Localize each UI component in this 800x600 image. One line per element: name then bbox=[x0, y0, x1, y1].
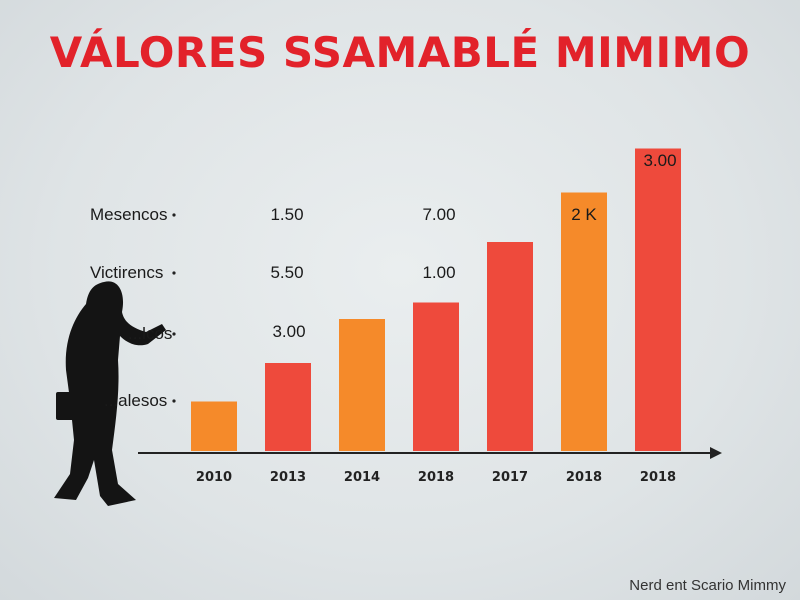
row-label: Mesencos bbox=[90, 205, 167, 224]
x-tick-label: 2018 bbox=[566, 470, 602, 485]
row-label: ...alesos bbox=[104, 391, 167, 410]
row-label: Victirencs bbox=[90, 263, 163, 282]
bar-0 bbox=[191, 401, 237, 451]
x-axis bbox=[138, 447, 722, 459]
bar-6 bbox=[635, 148, 681, 451]
annotation-label: 5.50 bbox=[270, 263, 303, 282]
x-tick-label: 2018 bbox=[418, 470, 454, 485]
bar-5 bbox=[561, 192, 607, 451]
chart-title: VÁLORES SSAMABLÉ MIMIMO bbox=[49, 28, 751, 77]
annotation-label: 7.00 bbox=[422, 205, 455, 224]
footer-caption: Nerd ent Scario Mimmy bbox=[629, 577, 786, 594]
x-tick-labels: 2010 2013 2014 2018 2017 2018 2018 bbox=[196, 470, 676, 485]
row-marker bbox=[172, 399, 176, 403]
bars-group bbox=[191, 148, 681, 451]
bar-4 bbox=[487, 242, 533, 451]
row-marker bbox=[172, 332, 176, 336]
x-tick-label: 2013 bbox=[270, 470, 306, 485]
x-tick-label: 2014 bbox=[344, 470, 380, 485]
annotations: 1.50 7.00 2 K 5.50 1.00 3.00 3.00 bbox=[270, 151, 676, 341]
axis-arrow-icon bbox=[710, 447, 722, 459]
row-label: ...lcos bbox=[128, 324, 172, 343]
row-marker bbox=[172, 271, 176, 275]
bar-2 bbox=[339, 319, 385, 451]
row-marker bbox=[172, 213, 176, 217]
person-silhouette bbox=[54, 281, 166, 506]
annotation-label: 2 K bbox=[571, 205, 597, 224]
bar-3 bbox=[413, 302, 459, 451]
row-labels: Mesencos Victirencs ...lcos ...alesos bbox=[90, 205, 176, 410]
x-tick-label: 2010 bbox=[196, 470, 232, 485]
annotation-label: 1.50 bbox=[270, 205, 303, 224]
x-tick-label: 2017 bbox=[492, 470, 528, 485]
annotation-label: 3.00 bbox=[272, 322, 305, 341]
annotation-label: 3.00 bbox=[643, 151, 676, 170]
x-tick-label: 2018 bbox=[640, 470, 676, 485]
bar-1 bbox=[265, 363, 311, 451]
annotation-label: 1.00 bbox=[422, 263, 455, 282]
